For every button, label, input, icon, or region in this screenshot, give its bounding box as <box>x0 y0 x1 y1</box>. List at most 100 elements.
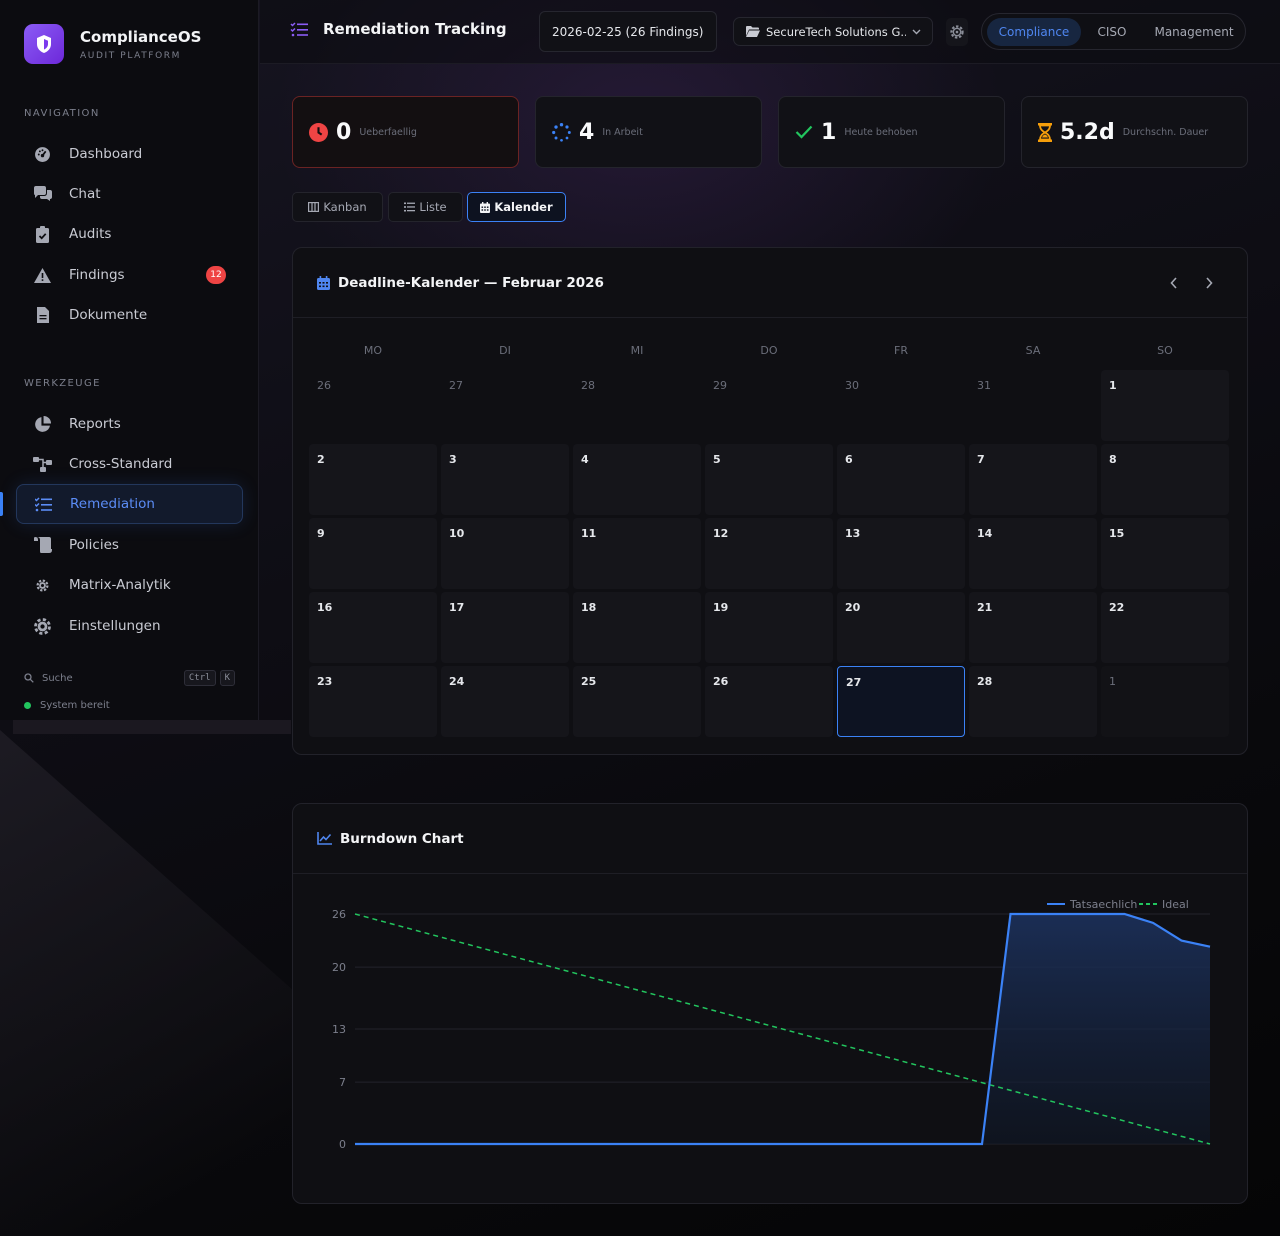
line-chart-icon <box>317 832 332 845</box>
calendar-day[interactable]: 6 <box>837 444 965 515</box>
calendar-day[interactable]: 19 <box>705 592 833 663</box>
prev-month-button[interactable] <box>1165 274 1183 292</box>
y-tick-label: 20 <box>332 961 346 974</box>
hourglass-icon <box>1038 122 1052 142</box>
kpi-label: Ueberfaellig <box>359 126 417 138</box>
role-ciso-button[interactable]: CISO <box>1097 24 1127 39</box>
sidebar-item-remediation[interactable]: Remediation <box>16 484 243 524</box>
calendar-day[interactable]: 15 <box>1101 518 1229 589</box>
tab-liste[interactable]: Liste <box>388 192 463 222</box>
calendar-day[interactable]: 25 <box>573 666 701 737</box>
calendar-day[interactable]: 24 <box>441 666 569 737</box>
sidebar-item-chat[interactable]: Chat <box>16 174 243 214</box>
calendar-day[interactable]: 8 <box>1101 444 1229 515</box>
sidebar-shadow <box>13 720 291 734</box>
calendar-day[interactable]: 23 <box>309 666 437 737</box>
check-icon <box>795 125 813 139</box>
sidebar-item-einstellungen[interactable]: Einstellungen <box>16 606 243 646</box>
next-month-button[interactable] <box>1200 274 1218 292</box>
tab-kanban[interactable]: Kanban <box>292 192 383 222</box>
kpi-label: Heute behoben <box>844 126 918 138</box>
calendar-day[interactable]: 29 <box>713 379 727 392</box>
role-compliance-button[interactable]: Compliance <box>987 17 1081 46</box>
ideal-line <box>354 913 1211 1145</box>
columns-icon <box>308 202 320 212</box>
sidebar-item-cross-standard[interactable]: Cross-Standard <box>16 444 243 484</box>
sidebar-item-label: Dokumente <box>69 307 148 323</box>
calendar-day[interactable]: 9 <box>309 518 437 589</box>
topbar: Remediation Tracking 2026-02-25 (26 Find… <box>260 0 1280 64</box>
calendar-day[interactable]: 17 <box>441 592 569 663</box>
search-label: Suche <box>42 672 73 684</box>
calendar-day[interactable]: 21 <box>969 592 1097 663</box>
list-check-icon <box>17 496 70 512</box>
calendar-day[interactable]: 28 <box>969 666 1097 737</box>
sidebar-item-label: Matrix-Analytik <box>69 577 171 593</box>
settings-button[interactable] <box>946 18 968 46</box>
tab-label: Kanban <box>323 200 367 214</box>
sidebar-item-matrix-analytik[interactable]: Matrix-Analytik <box>16 565 243 605</box>
calendar-day[interactable]: 3 <box>441 444 569 515</box>
gear-icon <box>950 25 964 39</box>
calendar-day[interactable]: 10 <box>441 518 569 589</box>
settings-icon <box>16 617 69 635</box>
calendar-day[interactable]: 26 <box>317 379 331 392</box>
calendar-day[interactable]: 16 <box>309 592 437 663</box>
kbd-k: K <box>219 670 235 686</box>
organization-select[interactable]: SecureTech Solutions G... <box>733 17 933 46</box>
calendar-day[interactable]: 27 <box>449 379 463 392</box>
actual-line <box>355 912 1211 1146</box>
clock-icon <box>309 122 328 142</box>
calendar-header: Deadline-Kalender — Februar 2026 <box>293 248 1247 318</box>
brand-name: ComplianceOS <box>80 27 202 46</box>
document-icon <box>16 307 69 323</box>
kpi-overdue: 0 Ueberfaellig <box>292 96 519 168</box>
search-shortcut[interactable]: Suche Ctrl K <box>24 670 235 686</box>
list-icon <box>404 202 416 212</box>
sidebar-item-findings[interactable]: Findings 12 <box>16 255 243 295</box>
sidebar-item-dokumente[interactable]: Dokumente <box>16 295 243 335</box>
calendar-day[interactable]: 13 <box>837 518 965 589</box>
calendar-day[interactable]: 20 <box>837 592 965 663</box>
sidebar-item-label: Chat <box>69 186 101 202</box>
burndown-chart: 0 7 13 20 26 Tatsaechlich Ideal <box>332 898 1211 1151</box>
sidebar-item-audits[interactable]: Audits <box>16 214 243 254</box>
sidebar-item-dashboard[interactable]: Dashboard <box>16 134 243 174</box>
calendar-day[interactable]: 7 <box>969 444 1097 515</box>
calendar-day[interactable]: 26 <box>705 666 833 737</box>
snapshot-date-select[interactable]: 2026-02-25 (26 Findings) <box>539 11 717 52</box>
y-tick-label: 13 <box>332 1023 346 1036</box>
burndown-panel: Burndown Chart 0 7 13 20 26 Tatsaechlich Ideal <box>292 803 1248 1204</box>
y-tick-label: 0 <box>339 1138 346 1151</box>
calendar-icon <box>480 201 491 213</box>
cog-icon <box>16 578 69 593</box>
calendar-day[interactable]: 4 <box>573 444 701 515</box>
sidebar: ComplianceOS AUDIT PLATFORM NAVIGATION D… <box>0 0 259 720</box>
kpi-value: 4 <box>579 119 595 145</box>
calendar-day[interactable]: 30 <box>845 379 859 392</box>
calendar-day[interactable]: 12 <box>705 518 833 589</box>
calendar-day[interactable]: 18 <box>573 592 701 663</box>
calendar-day[interactable]: 1 <box>1101 370 1229 441</box>
chevron-right-icon <box>1206 277 1213 289</box>
calendar-day[interactable]: 31 <box>977 379 991 392</box>
scroll-icon <box>16 537 69 553</box>
calendar-day[interactable]: 28 <box>581 379 595 392</box>
weekday-header: MO <box>363 344 383 357</box>
calendar-day[interactable]: 14 <box>969 518 1097 589</box>
weekday-header: SO <box>1157 344 1173 357</box>
calendar-day[interactable]: 11 <box>573 518 701 589</box>
burndown-title: Burndown Chart <box>340 830 464 847</box>
sidebar-item-policies[interactable]: Policies <box>16 525 243 565</box>
calendar-day[interactable]: 1 <box>1101 666 1229 737</box>
sidebar-item-reports[interactable]: Reports <box>16 404 243 444</box>
role-management-button[interactable]: Management <box>1154 24 1234 39</box>
calendar-day[interactable]: 5 <box>705 444 833 515</box>
tab-kalender[interactable]: Kalender <box>467 192 566 222</box>
calendar-day[interactable]: 2 <box>309 444 437 515</box>
brand[interactable]: ComplianceOS AUDIT PLATFORM <box>24 24 201 64</box>
calendar-day[interactable]: 22 <box>1101 592 1229 663</box>
calendar-day-today[interactable]: 27 <box>837 666 965 737</box>
y-tick-label: 7 <box>339 1076 346 1089</box>
kpi-value: 1 <box>821 119 837 145</box>
